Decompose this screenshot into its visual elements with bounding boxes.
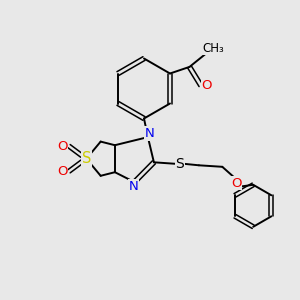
Text: S: S (82, 151, 91, 166)
Text: N: N (145, 127, 154, 140)
Text: O: O (57, 165, 68, 178)
Text: O: O (201, 79, 212, 92)
Text: CH₃: CH₃ (202, 42, 224, 55)
Text: S: S (175, 157, 184, 171)
Text: N: N (129, 180, 139, 193)
Text: O: O (231, 177, 242, 190)
Text: O: O (57, 140, 68, 153)
